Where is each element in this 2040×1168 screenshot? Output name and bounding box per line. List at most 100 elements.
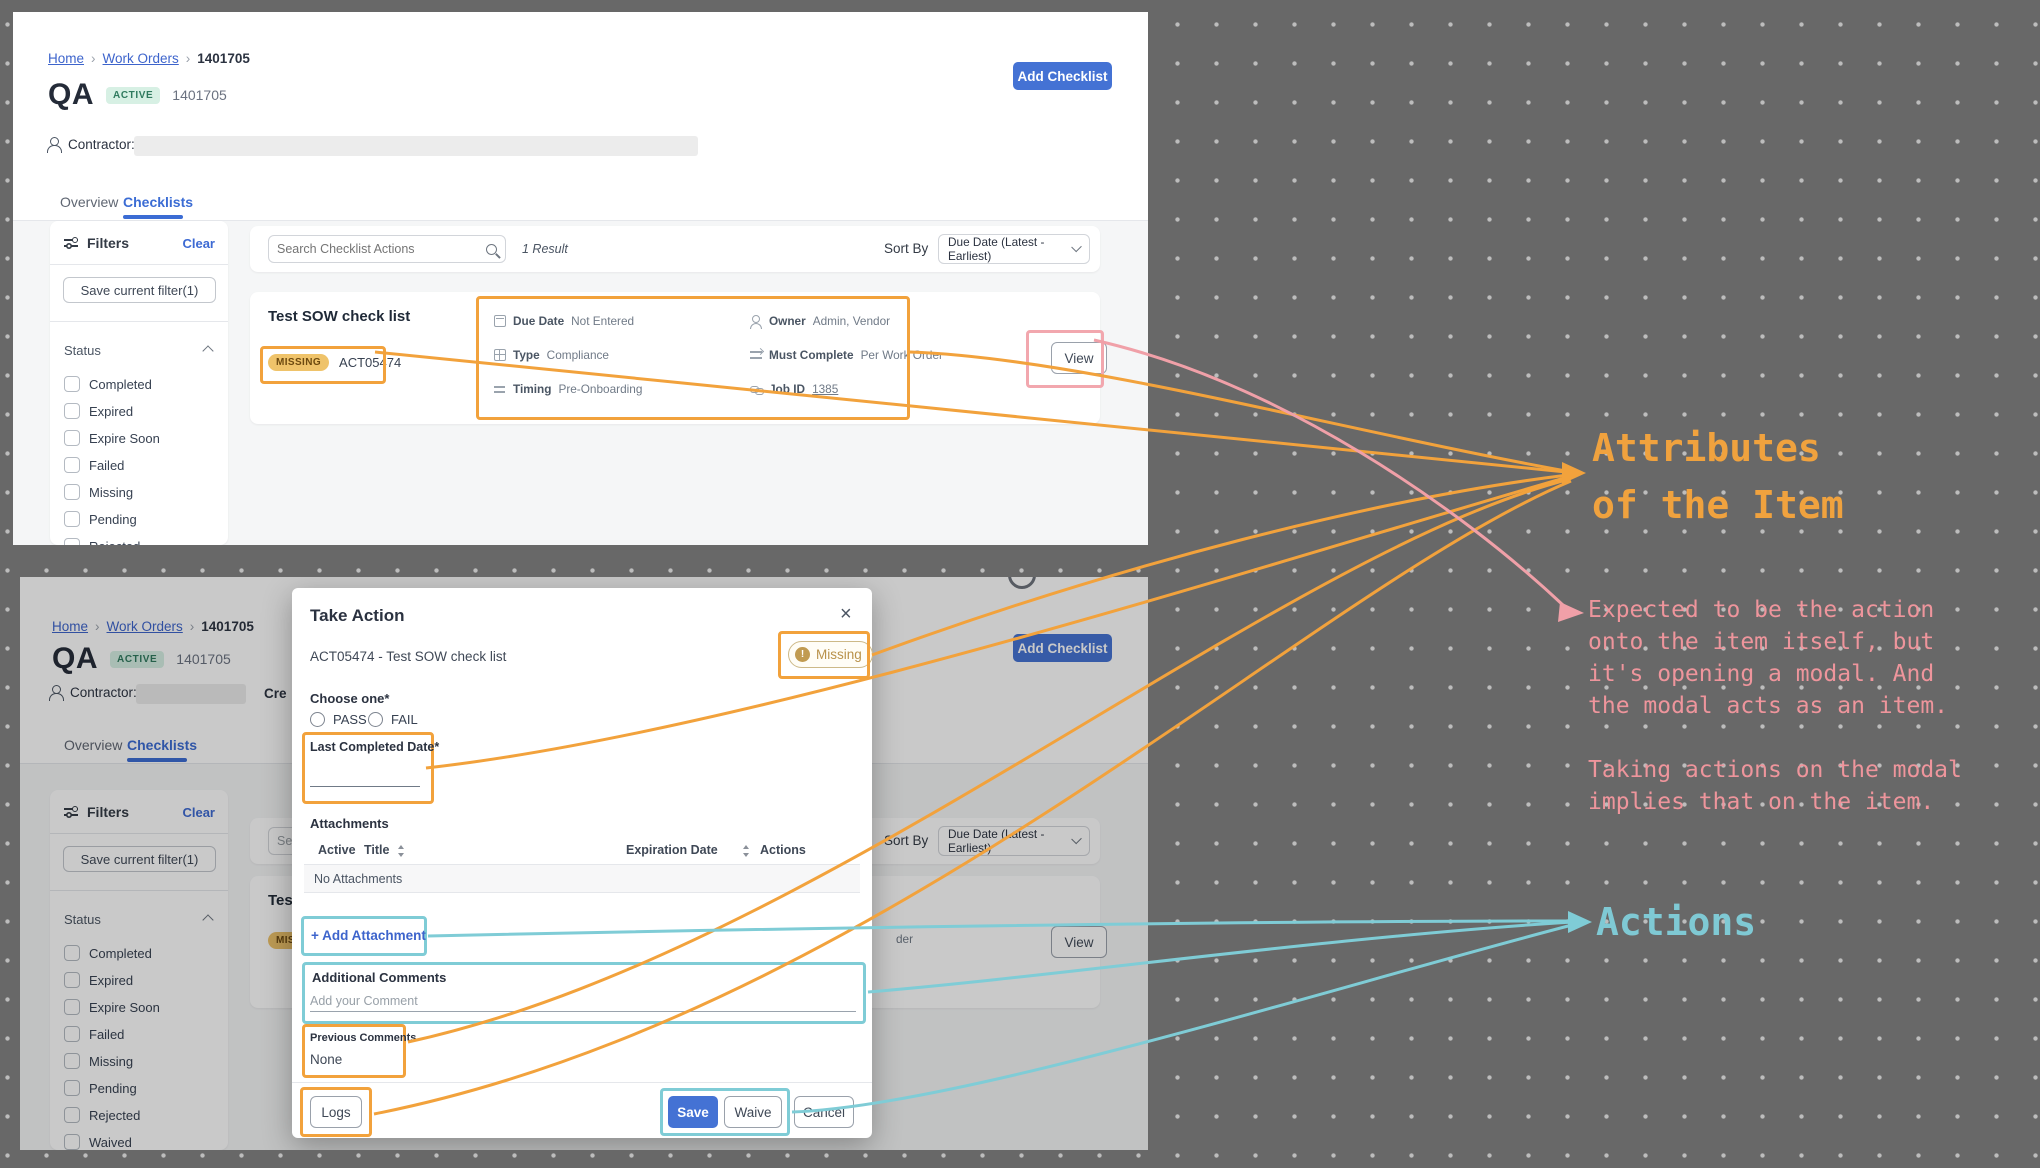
orange-arrowhead — [1562, 462, 1586, 484]
column-title[interactable]: Title — [364, 843, 390, 857]
checkbox[interactable] — [64, 376, 80, 392]
sort-dropdown[interactable]: Due Date (Latest - Earliest) — [938, 234, 1090, 264]
status-option-row[interactable]: Rejected — [64, 538, 140, 545]
checkbox[interactable] — [64, 1026, 80, 1042]
clear-filters-link[interactable]: Clear — [182, 236, 215, 251]
checkbox[interactable] — [64, 538, 80, 545]
tab-overview[interactable]: Overview — [64, 737, 123, 753]
status-option-row[interactable]: Completed — [64, 376, 152, 392]
radio-icon[interactable] — [368, 712, 383, 727]
tab-checklists[interactable]: Checklists — [127, 737, 198, 753]
work-order-id: 1401705 — [176, 651, 231, 667]
status-option-label: Completed — [89, 945, 152, 961]
checkbox[interactable] — [64, 1134, 80, 1150]
checklist-item-title-fragment: Tes — [268, 892, 293, 909]
tabs-divider — [13, 220, 1148, 221]
attribute-due-date: Due Date Not Entered — [494, 314, 634, 328]
pink-arrowhead — [1558, 602, 1584, 622]
status-badge: ACTIVE — [106, 86, 161, 104]
status-option-label: Pending — [89, 511, 137, 527]
checkbox[interactable] — [64, 457, 80, 473]
divider — [50, 890, 228, 891]
empty-attachments-row: No Attachments — [304, 865, 860, 892]
chevron-up-icon[interactable] — [202, 345, 214, 357]
switch-icon — [750, 349, 762, 361]
search-field[interactable] — [268, 235, 506, 263]
tab-checklists[interactable]: Checklists — [123, 194, 194, 210]
column-expiration-date[interactable]: Expiration Date — [626, 843, 718, 857]
status-option-row[interactable]: Rejected — [64, 1107, 140, 1123]
checkbox[interactable] — [64, 484, 80, 500]
active-tab-underline — [123, 215, 183, 219]
checkbox[interactable] — [64, 511, 80, 527]
status-option-row[interactable]: Expire Soon — [64, 999, 160, 1015]
checkbox[interactable] — [64, 430, 80, 446]
choose-one-label: Choose one* — [310, 691, 390, 706]
breadcrumb-work-orders-link[interactable]: Work Orders — [106, 619, 183, 634]
clear-filters-link[interactable]: Clear — [182, 805, 215, 820]
status-option-row[interactable]: Expired — [64, 403, 133, 419]
checkbox[interactable] — [64, 1080, 80, 1096]
checkbox[interactable] — [64, 945, 80, 961]
status-option-label: Rejected — [89, 539, 140, 546]
missing-status-pill: MISSING — [268, 354, 330, 371]
save-button[interactable]: Save — [668, 1096, 718, 1128]
status-section-label: Status — [64, 912, 101, 927]
save-filter-button[interactable]: Save current filter(1) — [63, 846, 216, 872]
toolbar: 1 Result Sort By Due Date (Latest - Earl… — [250, 226, 1100, 272]
status-option-row[interactable]: Missing — [64, 484, 133, 500]
status-option-row[interactable]: Pending — [64, 1080, 137, 1096]
status-option-row[interactable]: Failed — [64, 1026, 124, 1042]
sort-by-label: Sort By — [884, 241, 929, 256]
logs-button[interactable]: Logs — [310, 1096, 362, 1128]
status-option-row[interactable]: Waived — [64, 1134, 132, 1150]
last-completed-date-input[interactable] — [310, 771, 420, 787]
column-actions: Actions — [760, 843, 806, 857]
add-attachment-link[interactable]: + Add Attachment — [311, 928, 426, 943]
breadcrumb-current: 1401705 — [201, 619, 254, 634]
calendar-icon — [494, 315, 506, 327]
view-button[interactable]: View — [1051, 342, 1107, 374]
modal-item-reference: ACT05474 - Test SOW check list — [310, 649, 507, 664]
attribute-type: Type Compliance — [494, 348, 609, 362]
breadcrumb-home-link[interactable]: Home — [52, 619, 89, 634]
radio-icon[interactable] — [310, 712, 325, 727]
checkbox[interactable] — [64, 999, 80, 1015]
radio-pass[interactable]: PASS — [310, 712, 367, 727]
status-option-row[interactable]: Pending — [64, 511, 137, 527]
close-icon[interactable]: × — [840, 603, 852, 625]
checkbox[interactable] — [64, 1107, 80, 1123]
status-option-row[interactable]: Failed — [64, 457, 124, 473]
checkbox[interactable] — [64, 1053, 80, 1069]
grid-icon — [494, 349, 506, 361]
status-option-row[interactable]: Completed — [64, 945, 152, 961]
tab-overview[interactable]: Overview — [60, 194, 119, 210]
breadcrumb: Home › Work Orders › 1401705 — [48, 51, 250, 66]
save-filter-button[interactable]: Save current filter(1) — [63, 277, 216, 303]
breadcrumb-work-orders-link[interactable]: Work Orders — [102, 51, 179, 66]
breadcrumb-home-link[interactable]: Home — [48, 51, 85, 66]
comment-input[interactable] — [310, 996, 856, 1012]
checklist-item-title: Test SOW check list — [268, 308, 411, 325]
search-icon — [486, 243, 497, 255]
search-input[interactable] — [277, 242, 486, 256]
add-checklist-button[interactable]: Add Checklist — [1013, 62, 1112, 90]
radio-fail[interactable]: FAIL — [368, 712, 418, 727]
job-id-link[interactable]: 1385 — [812, 382, 839, 396]
sort-icon[interactable] — [397, 845, 405, 857]
sort-icon[interactable] — [742, 845, 750, 857]
checkbox[interactable] — [64, 972, 80, 988]
people-icon — [750, 315, 762, 329]
waive-button[interactable]: Waive — [724, 1096, 782, 1128]
cancel-button[interactable]: Cancel — [794, 1096, 854, 1128]
divider — [50, 264, 228, 265]
checkbox[interactable] — [64, 403, 80, 419]
status-option-row[interactable]: Expired — [64, 972, 133, 988]
attribute-owner: Owner Admin, Vendor — [750, 314, 890, 329]
previous-comments-label: Previous Comments — [310, 1032, 417, 1044]
status-option-row[interactable]: Expire Soon — [64, 430, 160, 446]
status-option-row[interactable]: Missing — [64, 1053, 133, 1069]
contractor-label: Contractor: — [68, 137, 135, 152]
status-option-label: Expired — [89, 403, 134, 419]
status-badge: ACTIVE — [110, 650, 165, 668]
